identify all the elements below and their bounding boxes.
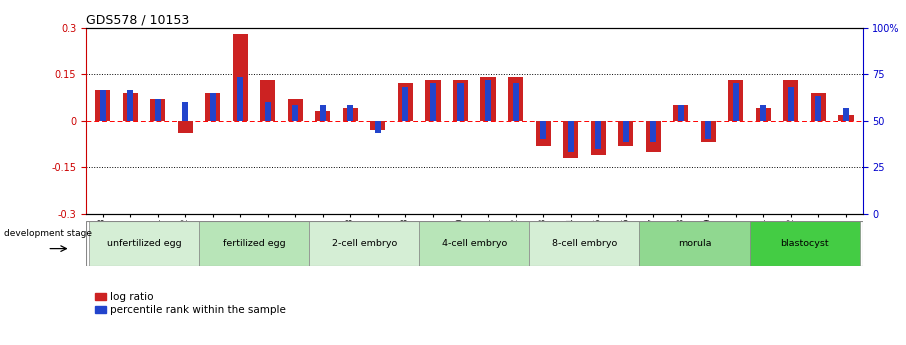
Bar — [293, 105, 298, 121]
Bar — [95, 90, 111, 121]
Bar — [178, 121, 193, 133]
Bar — [237, 77, 244, 121]
Bar — [728, 80, 744, 121]
Bar — [233, 34, 248, 121]
Bar — [205, 93, 220, 121]
Bar — [320, 105, 326, 121]
Bar — [430, 83, 436, 121]
Bar — [155, 99, 160, 121]
Bar — [127, 90, 133, 121]
Bar — [618, 121, 633, 146]
Text: fertilized egg: fertilized egg — [223, 239, 285, 248]
Text: morula: morula — [678, 239, 711, 248]
Bar — [811, 93, 826, 121]
Bar — [705, 121, 711, 139]
Bar — [788, 87, 794, 121]
Bar — [100, 90, 106, 121]
Bar — [288, 99, 303, 121]
Text: blastocyst: blastocyst — [780, 239, 829, 248]
Text: 8-cell embryo: 8-cell embryo — [552, 239, 617, 248]
Text: 2-cell embryo: 2-cell embryo — [332, 239, 397, 248]
Bar — [458, 83, 464, 121]
Text: GDS578 / 10153: GDS578 / 10153 — [86, 13, 189, 27]
Bar — [651, 121, 656, 142]
Bar — [568, 121, 573, 152]
Bar — [419, 221, 529, 266]
Bar — [760, 105, 766, 121]
Bar — [529, 221, 640, 266]
Bar — [591, 121, 606, 155]
Bar — [315, 111, 331, 121]
Bar — [733, 83, 739, 121]
Bar — [398, 83, 413, 121]
Bar — [749, 221, 860, 266]
Text: development stage: development stage — [5, 229, 92, 238]
Bar — [622, 121, 629, 142]
Bar — [209, 93, 216, 121]
Bar — [375, 121, 381, 133]
Text: unfertilized egg: unfertilized egg — [107, 239, 181, 248]
Bar — [838, 115, 853, 121]
Bar — [122, 93, 138, 121]
Bar — [540, 121, 546, 139]
Bar — [815, 96, 822, 121]
Bar — [480, 77, 496, 121]
Bar — [182, 102, 188, 121]
Bar — [199, 221, 309, 266]
Bar — [260, 80, 275, 121]
Bar — [309, 221, 419, 266]
Bar — [402, 87, 409, 121]
Bar — [673, 105, 689, 121]
Bar — [426, 80, 440, 121]
Bar — [756, 108, 771, 121]
Bar — [564, 121, 578, 158]
Bar — [843, 108, 849, 121]
Bar — [646, 121, 660, 152]
Bar — [342, 108, 358, 121]
Bar — [347, 105, 353, 121]
Bar — [265, 102, 271, 121]
Bar — [678, 105, 684, 121]
Bar — [595, 121, 602, 149]
Bar — [508, 77, 523, 121]
Bar — [513, 83, 518, 121]
Bar — [784, 80, 798, 121]
Bar — [150, 99, 165, 121]
Text: 4-cell embryo: 4-cell embryo — [441, 239, 507, 248]
Bar — [640, 221, 749, 266]
Bar — [535, 121, 551, 146]
Bar — [700, 121, 716, 142]
Bar — [485, 80, 491, 121]
Bar — [89, 221, 199, 266]
Legend: log ratio, percentile rank within the sample: log ratio, percentile rank within the sa… — [92, 288, 290, 319]
Bar — [453, 80, 468, 121]
Bar — [371, 121, 385, 130]
